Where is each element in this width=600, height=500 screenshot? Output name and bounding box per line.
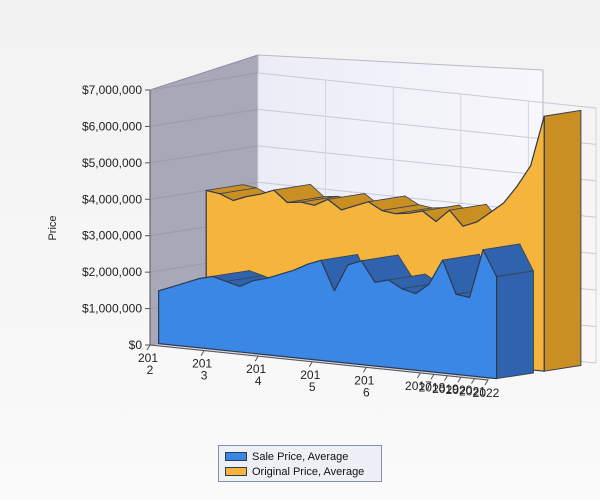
- y-tick-label: $0: [129, 338, 143, 352]
- x-tick-mark: [430, 374, 435, 380]
- area-end-cap: [543, 109, 582, 372]
- y-tick-label: $5,000,000: [82, 156, 142, 170]
- x-tick-mark: [362, 367, 367, 373]
- y-axis-title: Price: [47, 215, 59, 240]
- x-tick-label: 201 3: [192, 357, 212, 383]
- x-tick-mark: [471, 378, 475, 384]
- y-tick-label: $6,000,000: [82, 119, 142, 133]
- legend-label-sale-price: Sale Price, Average: [252, 450, 349, 463]
- x-tick-mark: [416, 372, 421, 379]
- x-tick-mark: [484, 379, 489, 386]
- x-tick-label: 2020: [446, 383, 473, 397]
- x-tick-label: 201 5: [300, 368, 320, 394]
- y-tick-label: $2,000,000: [82, 265, 142, 279]
- series-sale-price: [158, 243, 535, 380]
- sidewall-gridline: [149, 72, 259, 91]
- x-tick-label: 201 6: [354, 373, 374, 399]
- x-tick-label: 201 4: [246, 362, 266, 388]
- sidewall-gridline: [149, 145, 259, 164]
- x-tick-label: 201 2: [138, 351, 158, 377]
- sidewall-gridline: [149, 108, 259, 127]
- legend-swatch-sale-price: [225, 452, 247, 461]
- x-tick-mark: [308, 361, 313, 368]
- legend: Sale Price, Average Original Price, Aver…: [218, 445, 382, 482]
- x-tick-mark: [457, 376, 462, 383]
- x-tick-label: 2017: [405, 379, 432, 393]
- series-layer: [158, 109, 582, 380]
- x-tick-label: 2018: [419, 380, 446, 394]
- x-tick-label: 2022: [473, 386, 500, 400]
- y-tick-label: $3,000,000: [82, 229, 142, 243]
- y-tick-label: $1,000,000: [82, 302, 142, 316]
- x-tick-label: 2021: [459, 385, 486, 399]
- area-front-face: [158, 249, 498, 380]
- backwall-gridline: [257, 72, 597, 109]
- y-tick-label: $7,000,000: [82, 83, 142, 97]
- legend-item-original-price: Original Price, Average: [225, 464, 381, 479]
- y-tick-label: $4,000,000: [82, 192, 142, 206]
- legend-label-original-price: Original Price, Average: [252, 465, 365, 478]
- axes: [149, 90, 489, 381]
- y-axis-ticks: $0 $1,000,000 $2,000,000 $3,000,000 $4,000,0…: [82, 83, 150, 352]
- x-tick-label: 2019: [432, 382, 459, 396]
- x-axis-line: [149, 344, 489, 381]
- area-end-cap: [496, 270, 534, 380]
- legend-item-sale-price: Sale Price, Average: [225, 449, 381, 464]
- x-tick-mark: [200, 350, 205, 356]
- legend-swatch-original-price: [225, 467, 247, 476]
- x-tick-mark: [254, 355, 259, 362]
- x-axis-ticks: 201 2 201 3 201 4 201 5 201 6 20172018201920202021…: [138, 344, 500, 400]
- x-tick-mark: [444, 375, 448, 382]
- area-chart-3d: $0 $1,000,000 $2,000,000 $3,000,000 $4,000,0…: [47, 54, 597, 400]
- x-tick-mark: [146, 344, 151, 351]
